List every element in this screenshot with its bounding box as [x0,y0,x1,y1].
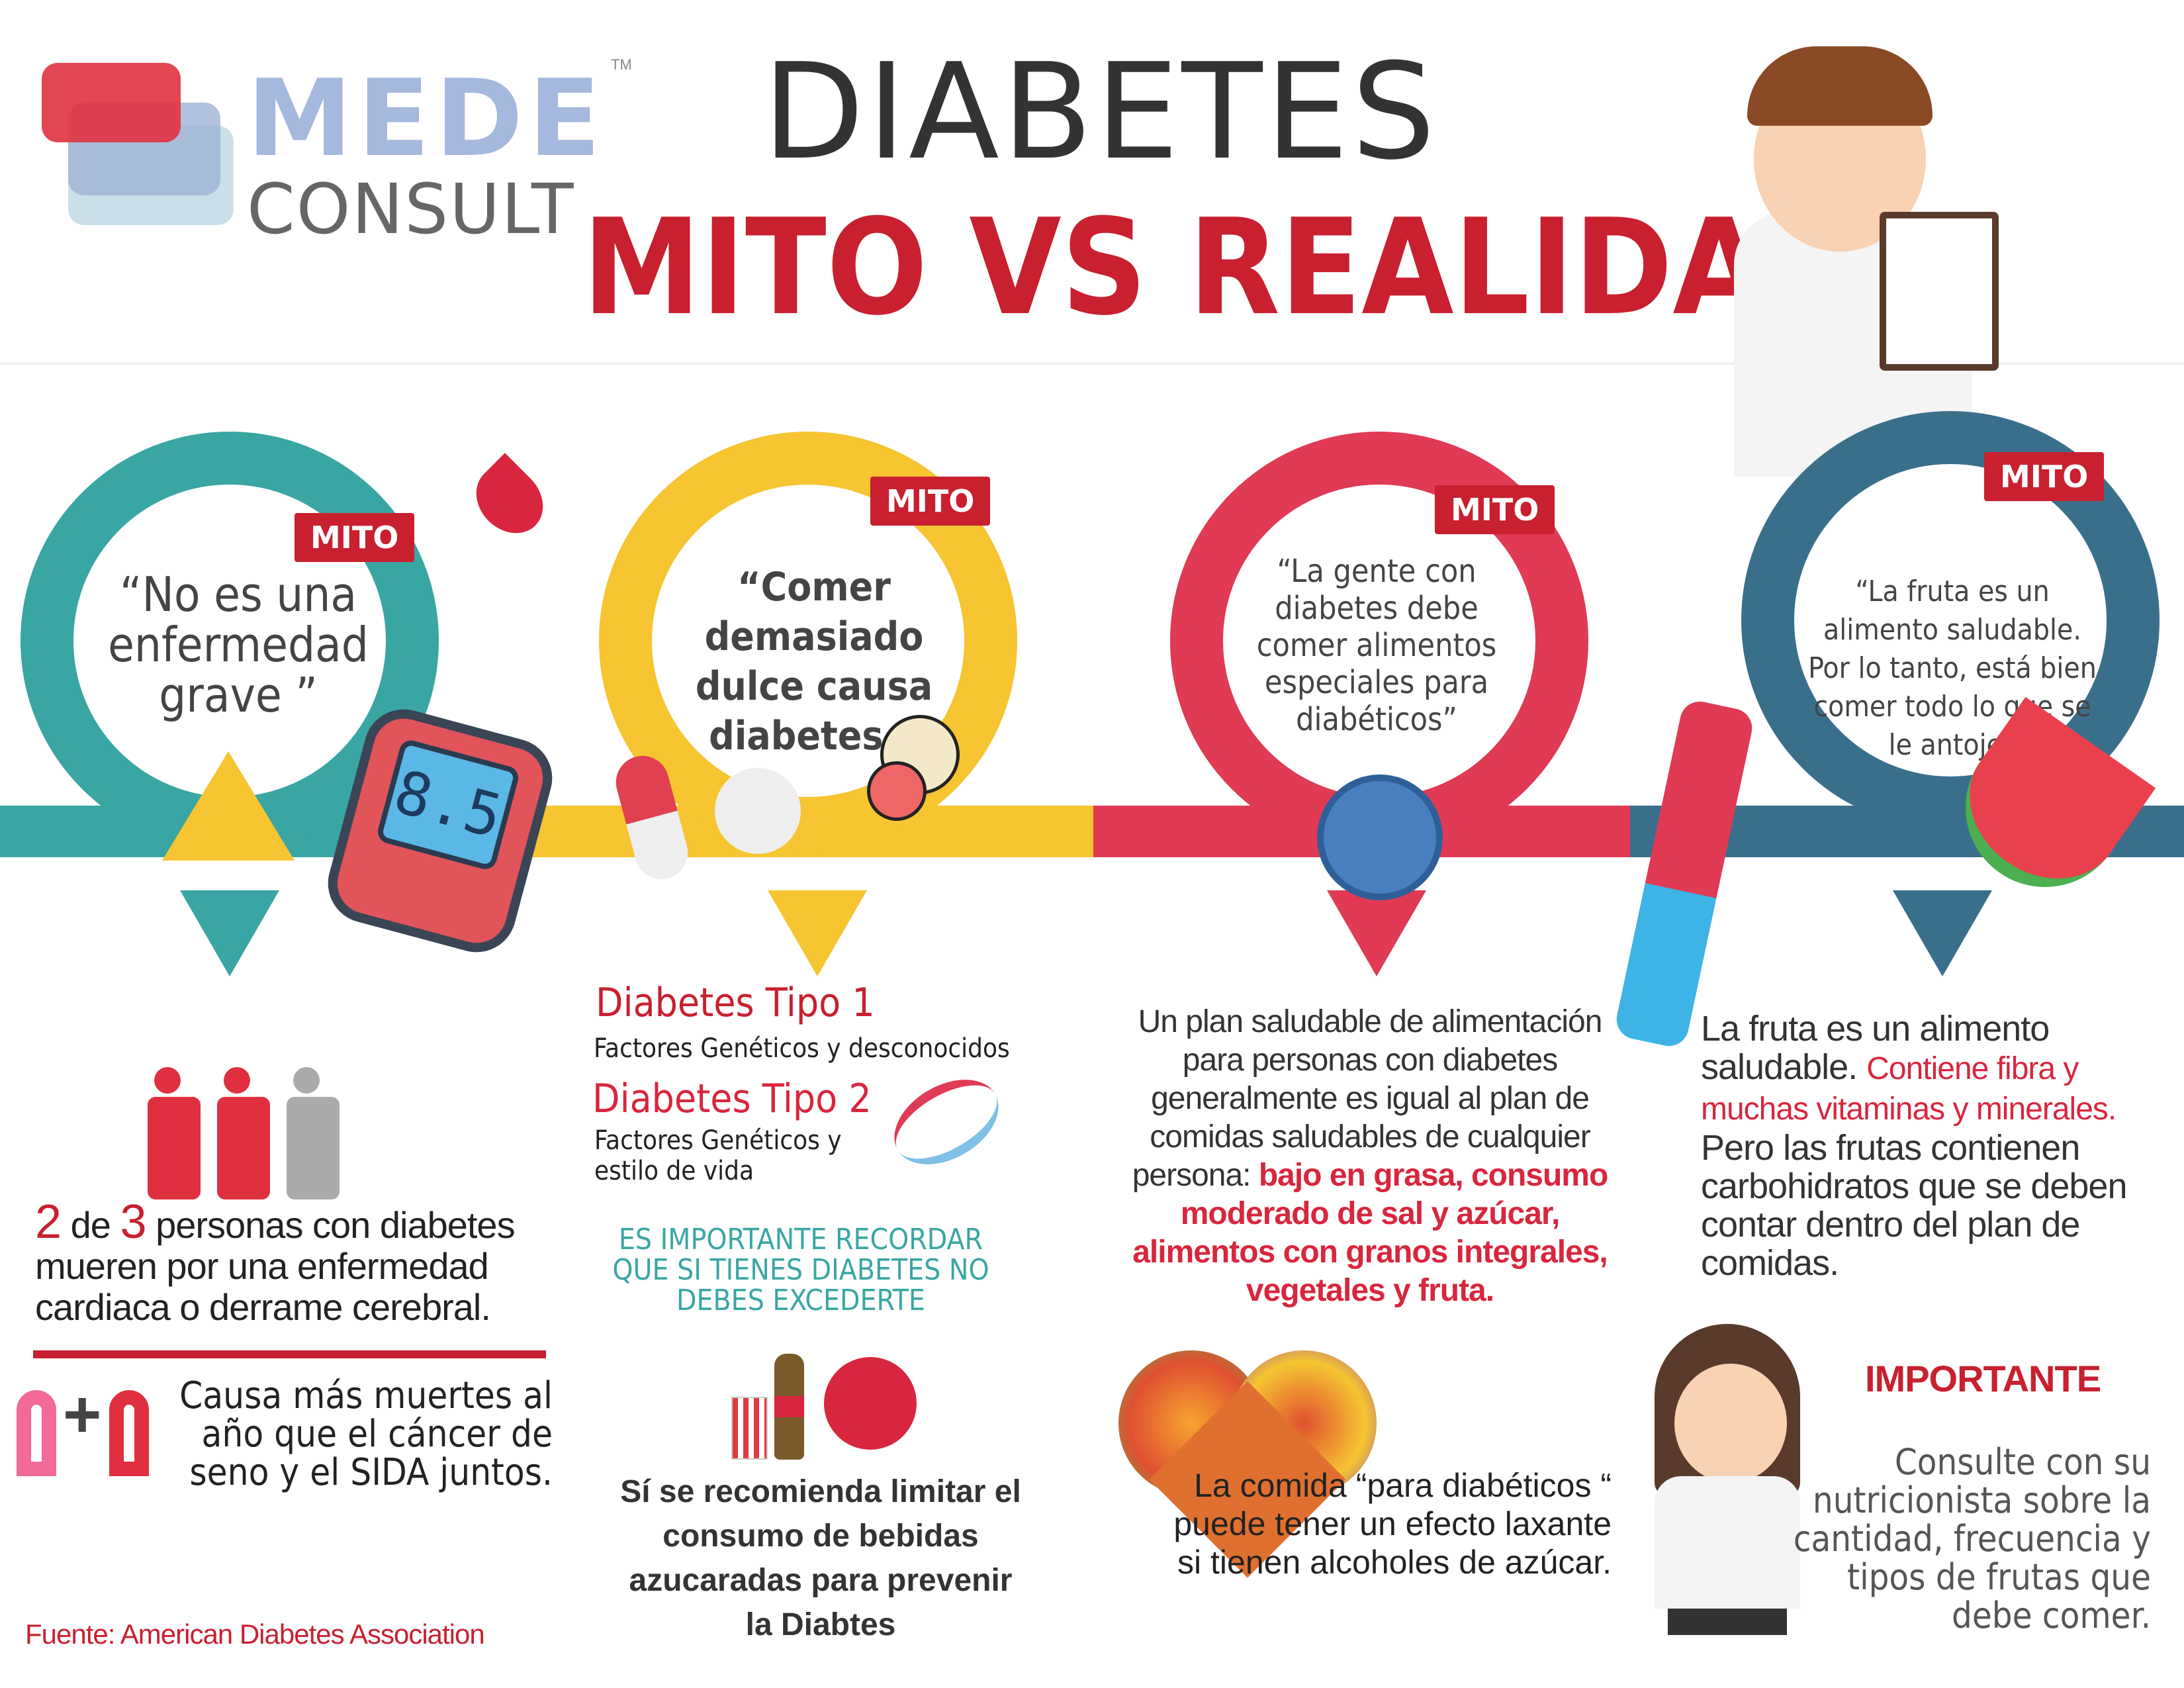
red-divider [33,1350,546,1358]
logo-tm: TM [611,56,632,73]
tipo1-title: Diabetes Tipo 1 [596,980,875,1026]
cancer-comparison: Causa más muertes al año que el cáncer d… [179,1374,553,1494]
pointer-teal [180,890,279,976]
pointer-yellow [768,890,867,976]
myth-badge-2: MITO [870,477,991,526]
drinks-advice: Sí se recomienda limitar el consumo de b… [620,1474,1021,1642]
fruit-reality-a: La fruta es un alimento saludable. [1701,1009,2050,1087]
dna-icon [879,1062,1014,1182]
meter-screen: 8.5 [375,737,522,872]
laxative-note: La comida “para diabéticos “ puede tener… [1173,1467,1612,1581]
fruit-reality-b: Pero las frutas contienen carbohidratos … [1701,1128,2127,1283]
source-citation: Fuente: American Diabetes Association [25,1618,485,1650]
tipo1-text: Factores Genéticos y desconocidos [594,1033,1010,1064]
meal-plan-dark: Un plan saludable de alimentación para p… [1132,1004,1603,1193]
salad-plate-icon [1317,774,1443,900]
nutritionist-illustration [1641,1324,1840,1668]
warning-icon [162,751,295,861]
myth-quote-3: “La gente con diabetes debe comer alimen… [1256,553,1497,738]
red-ribbon-icon [109,1390,149,1476]
logo-mede: MEDE [247,56,606,180]
pointer-blue [1893,890,1992,976]
page-subtitle: MITO VS REALIDAD [582,191,1864,345]
myth-badge-3: MITO [1435,485,1555,534]
people-icons [148,1067,353,1199]
stat-de: de [70,1204,111,1246]
heart-disease-stat: 2 de 3 personas con diabetes mueren por … [35,1198,565,1328]
tipo2-title: Diabetes Tipo 2 [592,1076,872,1122]
page-title: DIABETES [762,35,1438,189]
insulin-pen-icon [1613,698,1756,1050]
blood-drop-icon [463,453,557,547]
tablet-icon [715,768,801,854]
meal-plan-red: bajo en grasa, consumo moderado de sal y… [1132,1158,1608,1308]
fruit-reality: La fruta es un alimento saludable. Conti… [1701,1009,2177,1282]
clipboard-icon [1880,212,1999,371]
stat-number-2: 2 [35,1196,62,1248]
doctor-illustration [1655,40,2019,477]
soda-cup-icon [731,1397,768,1460]
myth-quote-4: “La fruta es un alimento saludable. Por … [1808,575,2097,762]
logo-consult: CONSULT [247,169,575,250]
soda-bottle-icon [774,1354,804,1460]
plus-sign: + [63,1378,102,1452]
tipo2-text: Factores Genéticos y estilo de vida [594,1125,842,1186]
pointer-red [1327,890,1426,976]
meal-plan-text: Un plan saludable de alimentación para p… [1112,1003,1628,1310]
myth-badge-1: MITO [295,513,415,562]
myth-quote-1: “No es una enfermedad grave ” [108,567,369,723]
candy-icon [867,761,927,821]
fruit-heart-icon [1118,1350,1383,1595]
fruit-reality-red: Contiene fibra y muchas vitaminas y mine… [1701,1051,2116,1127]
divider [0,362,2184,365]
stat-text: personas con diabetes mueren por una enf… [35,1204,516,1328]
logo: MEDE TM CONSULT [42,56,632,250]
pink-ribbon-icon [17,1390,56,1476]
speech-bubble-icon [42,63,181,142]
myth-badge-4: MITO [1984,452,2105,501]
reminder-text: ES IMPORTANTE RECORDAR QUE SI TIENES DIA… [612,1223,989,1317]
important-title: IMPORTANTE [1865,1358,2101,1399]
important-text: Consulte con su nutricionista sobre la c… [1793,1441,2151,1636]
drinking-person-icon [824,1357,917,1450]
stat-number-3: 3 [120,1196,146,1248]
